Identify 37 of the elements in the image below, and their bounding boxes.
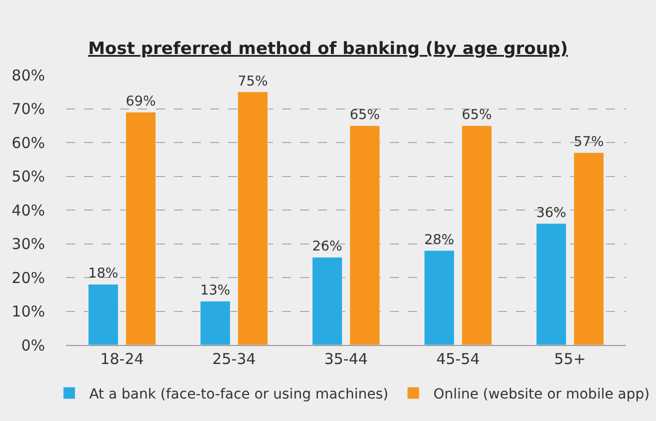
bar bbox=[424, 250, 454, 345]
y-tick-label: 10% bbox=[12, 302, 45, 320]
legend-label: At a bank (face-to-face or using machines) bbox=[89, 386, 388, 402]
y-tick-label: 80% bbox=[12, 66, 45, 84]
y-tick-label: 50% bbox=[12, 168, 45, 186]
x-tick-label: 25-34 bbox=[212, 350, 256, 368]
data-label: 36% bbox=[536, 204, 566, 221]
bar bbox=[126, 112, 156, 345]
y-tick-label: 60% bbox=[12, 134, 45, 152]
y-tick-label: 70% bbox=[12, 100, 45, 118]
data-label: 65% bbox=[350, 107, 380, 124]
data-label: 13% bbox=[200, 282, 230, 299]
chart-title: Most preferred method of banking (by age group) bbox=[88, 39, 568, 59]
data-label: 75% bbox=[238, 73, 268, 90]
legend-label: Online (website or mobile app) bbox=[433, 386, 650, 402]
data-label: 18% bbox=[88, 266, 118, 282]
x-tick-label: 35-44 bbox=[324, 350, 368, 368]
y-tick-label: 0% bbox=[21, 336, 45, 354]
data-label: 57% bbox=[574, 134, 604, 150]
data-label: 65% bbox=[462, 107, 492, 124]
x-tick-label: 18-24 bbox=[100, 350, 144, 368]
x-tick-label: 45-54 bbox=[436, 350, 480, 368]
y-tick-label: 30% bbox=[12, 235, 45, 253]
x-tick-label: 55+ bbox=[554, 350, 586, 368]
bar bbox=[312, 257, 342, 345]
bar bbox=[462, 125, 492, 345]
bar bbox=[350, 125, 380, 345]
bar bbox=[574, 152, 604, 345]
bar bbox=[238, 92, 268, 345]
data-label: 69% bbox=[126, 94, 156, 110]
bar bbox=[88, 284, 118, 345]
bar bbox=[200, 300, 230, 345]
data-label: 26% bbox=[312, 238, 342, 255]
bar bbox=[536, 223, 566, 345]
data-label: 28% bbox=[424, 232, 454, 248]
y-tick-label: 20% bbox=[12, 268, 45, 287]
y-tick-label: 40% bbox=[12, 201, 45, 220]
